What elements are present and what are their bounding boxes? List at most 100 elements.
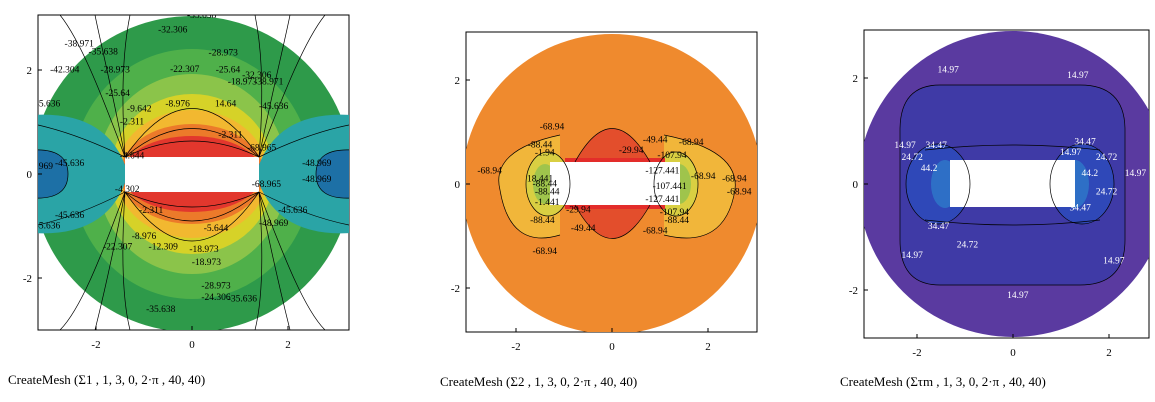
contour-lines-2 [498,128,736,239]
y-tick-label: -2 [849,285,858,297]
contour-label: 14.97 [1067,71,1089,81]
contour-label: 18.441 [527,174,553,184]
y-tick-label: -2 [451,283,460,295]
y-tick-label: -2 [23,273,32,285]
contour-label: -127.441 [645,167,679,177]
contour-label: -45.636 [31,99,61,109]
y-tick-label: 0 [455,179,461,191]
contour-label: -22.307 [103,242,133,252]
contour-label: -107.94 [660,208,690,218]
contour-label: -12.309 [149,242,179,252]
contour-label: -68.94 [533,247,558,257]
contour-label: -49.44 [571,224,596,234]
contour-label: -35.638 [187,11,217,21]
contour-label: -48.969 [302,175,332,185]
contour-label: -49.44 [643,135,668,145]
contour-label: -5.644 [204,224,229,234]
contour-label: 14.97 [1060,148,1082,158]
panel-2: -68.94 -49.44 -68.94 -88.44 -29.94 -107.94 -1.… [465,31,758,333]
contour-label: -68.965 [247,144,277,154]
chart-caption: CreateMesh (Σ1 , 1, 3, 0, 2·π , 40, 40) [8,372,205,387]
contour-label: 44.2 [1081,169,1098,179]
contour-label: -42.304 [50,66,80,76]
contour-label: -32.306 [158,26,188,36]
contour-label: -68.94 [727,187,752,197]
contour-label: -45.636 [55,211,85,221]
contour-label: -1.94 [535,148,555,158]
contour-label: -22.307 [170,65,200,75]
contour-label: 34.47 [926,141,948,151]
x-tick-label: -2 [912,347,921,359]
contour-label: -68.94 [643,226,668,236]
hole-1 [125,157,259,192]
hole-3 [950,160,1075,207]
contour-label: -88.44 [528,141,553,151]
contour-lines-1 [38,15,349,330]
x-tick-label: 0 [189,339,195,351]
contour-label: -35.638 [146,305,176,315]
y-tick-label: 0 [27,169,33,181]
contour-label: 14.97 [902,251,924,261]
contour-label: 14.64 [215,99,237,109]
contour-label: -68.94 [691,172,716,182]
axis-ticks: -2 0 2 2 0 -2 -2 0 2 2 0 -2 -2 0 2 2 0 -2 [23,65,1112,359]
contour-label: -9.642 [127,105,152,115]
contour-label: -28.973 [101,66,131,76]
contour-label: -18.973 [228,78,258,88]
contour-labels-1: -35.638-32.306-38.971-35.638 -28.973-42.3… [24,11,332,315]
y-tick-label: 0 [853,179,859,191]
panel-1: -35.638-32.306-38.971-35.638 -28.973-42.3… [24,11,350,331]
contour-label: 34.47 [928,222,950,232]
contour-label: -2.311 [218,131,242,141]
x-tick-label: 0 [609,341,615,353]
y-tick-label: 2 [853,73,859,85]
contour-label: -25.64 [105,89,130,99]
contour-label: 14.97 [894,141,916,151]
contour-label: -88.44 [530,216,555,226]
contour-label: -88.44 [535,187,560,197]
contour-label: -29.94 [619,146,644,156]
contour-lines-3 [899,84,1126,286]
contour-label: -68.94 [679,138,704,148]
contour-label: -18.973 [192,258,222,268]
contour-label: 14.97 [1007,291,1029,301]
contour-label: -45.636 [259,102,289,112]
contour-label: -8.976 [132,232,157,242]
contour-label: -28.973 [201,281,231,291]
captions: CreateMesh (Σ1 , 1, 3, 0, 2·π , 40, 40) C… [8,372,1046,389]
contour-label: 34.47 [1074,137,1096,147]
chart-caption: CreateMesh (Στm , 1, 3, 0, 2·π , 40, 40) [840,374,1046,389]
contour-label: -29.94 [566,206,591,216]
contour-label: -68.94 [477,167,502,177]
contour-label: -24.306 [201,293,231,303]
contour-label: -45.636 [31,222,61,232]
side-core-right-1 [316,149,349,199]
side-core-left-1 [38,149,68,199]
contour-label: 34.47 [1070,204,1092,214]
x-tick-label: 2 [705,341,711,353]
contour-label: 14.97 [1125,169,1147,179]
contour-label: -38.971 [254,78,284,88]
contour-label: 24.72 [902,153,924,163]
contour-label: -38.971 [65,40,95,50]
contour-label: -48.969 [259,219,289,229]
contour-label: -28.973 [209,48,239,58]
contour-label: 24.72 [1096,153,1118,163]
contour-label: 44.2 [921,164,938,174]
contour-label: -4.302 [115,185,140,195]
x-tick-label: 2 [285,339,291,351]
y-tick-label: 2 [455,75,461,87]
contour-label: -2.311 [120,118,144,128]
contour-label: -48.969 [24,162,54,172]
contour-label: 24.72 [1096,188,1118,198]
x-tick-label: 0 [1010,347,1016,359]
x-tick-label: -2 [91,339,100,351]
contour-label: -32.306 [242,71,272,81]
x-tick-label: 2 [1106,347,1112,359]
chart-caption: CreateMesh (Σ2 , 1, 3, 0, 2·π , 40, 40) [440,374,637,389]
contour-label: -1.441 [535,198,560,208]
